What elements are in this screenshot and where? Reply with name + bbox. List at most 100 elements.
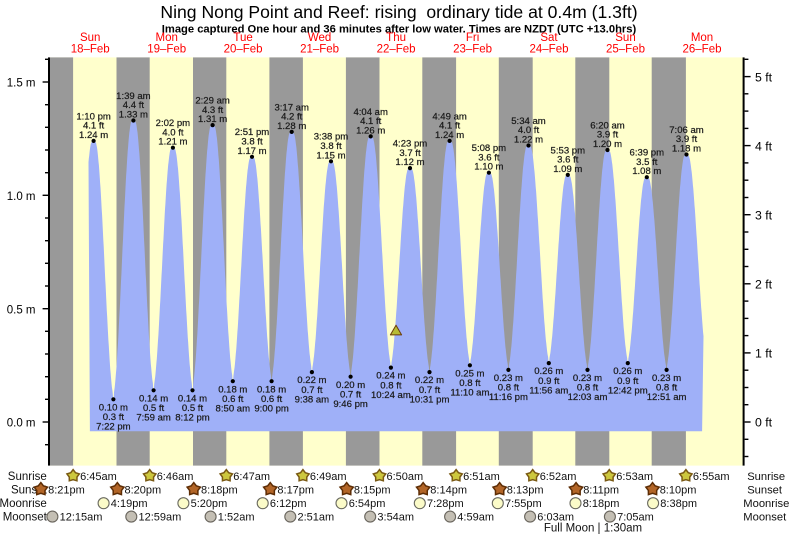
svg-text:5:08 pm: 5:08 pm (472, 143, 507, 154)
svg-text:1.26 m: 1.26 m (356, 125, 385, 136)
svg-text:Sunrise: Sunrise (747, 471, 785, 483)
svg-text:3.9 ft: 3.9 ft (676, 134, 698, 145)
svg-text:0.8 ft: 0.8 ft (459, 378, 481, 389)
svg-text:2:02 pm: 2:02 pm (156, 118, 191, 129)
svg-text:4:49 am: 4:49 am (432, 111, 467, 122)
svg-text:6:03am: 6:03am (537, 511, 574, 523)
svg-text:23–Feb: 23–Feb (453, 43, 492, 55)
svg-text:Tue: Tue (233, 32, 252, 44)
svg-text:4:19pm: 4:19pm (111, 498, 148, 510)
svg-text:20–Feb: 20–Feb (224, 43, 263, 55)
svg-text:7:22 pm: 7:22 pm (96, 422, 131, 433)
svg-text:4.1 ft: 4.1 ft (83, 121, 105, 132)
svg-text:0.24 m: 0.24 m (376, 371, 405, 382)
svg-text:11:10 am: 11:10 am (450, 388, 489, 399)
svg-text:0 ft: 0 ft (755, 416, 773, 430)
svg-text:5:20pm: 5:20pm (191, 498, 228, 510)
svg-text:1.18 m: 1.18 m (672, 144, 701, 155)
svg-text:Image captured One hour and 36: Image captured One hour and 36 minutes a… (162, 23, 637, 35)
svg-text:3.8 ft: 3.8 ft (241, 137, 263, 148)
svg-text:6:20 am: 6:20 am (590, 120, 625, 131)
svg-text:7:28pm: 7:28pm (427, 498, 464, 510)
svg-text:12:51 am: 12:51 am (647, 392, 687, 403)
svg-text:6:47am: 6:47am (233, 471, 270, 483)
svg-text:6:51am: 6:51am (463, 471, 500, 483)
svg-text:1.33 m: 1.33 m (119, 110, 148, 121)
svg-text:6:49am: 6:49am (310, 471, 347, 483)
svg-text:19–Feb: 19–Feb (147, 43, 186, 55)
svg-text:7:55pm: 7:55pm (505, 498, 542, 510)
svg-text:6:45am: 6:45am (80, 471, 117, 483)
svg-text:1.31 m: 1.31 m (198, 114, 227, 125)
svg-text:9:00 pm: 9:00 pm (254, 403, 289, 414)
svg-text:0.5 ft: 0.5 ft (182, 403, 204, 414)
svg-text:4:04 am: 4:04 am (353, 107, 388, 118)
svg-text:0.6 ft: 0.6 ft (222, 394, 244, 405)
svg-text:22–Feb: 22–Feb (377, 43, 416, 55)
svg-text:0.14 m: 0.14 m (178, 393, 207, 404)
svg-text:8:13pm: 8:13pm (507, 484, 544, 496)
svg-text:2:51am: 2:51am (298, 511, 335, 523)
svg-text:1.21 m: 1.21 m (158, 137, 187, 148)
svg-text:0.26 m: 0.26 m (613, 366, 642, 377)
svg-text:0.18 m: 0.18 m (218, 384, 247, 395)
svg-text:1.10 m: 1.10 m (474, 162, 503, 173)
svg-text:0.22 m: 0.22 m (297, 375, 326, 386)
svg-text:8:12 pm: 8:12 pm (175, 413, 210, 424)
svg-text:8:14pm: 8:14pm (430, 484, 467, 496)
svg-text:1:52am: 1:52am (218, 511, 255, 523)
svg-text:0.0 m: 0.0 m (7, 418, 36, 430)
svg-text:5:34 am: 5:34 am (511, 116, 546, 127)
svg-text:6:39 pm: 6:39 pm (630, 148, 665, 159)
svg-text:0.7 ft: 0.7 ft (340, 389, 362, 400)
svg-text:4.1 ft: 4.1 ft (439, 121, 461, 132)
svg-text:3:38 pm: 3:38 pm (314, 132, 349, 143)
svg-text:8:10pm: 8:10pm (660, 484, 697, 496)
svg-text:25–Feb: 25–Feb (606, 43, 645, 55)
svg-text:Fri: Fri (466, 32, 479, 44)
svg-text:12:15am: 12:15am (60, 511, 103, 523)
svg-text:0.6 ft: 0.6 ft (261, 394, 283, 405)
svg-text:4:23 pm: 4:23 pm (393, 139, 428, 150)
svg-text:0.26 m: 0.26 m (534, 366, 563, 377)
svg-text:1:10 pm: 1:10 pm (76, 111, 111, 122)
svg-text:Sun: Sun (80, 32, 100, 44)
svg-text:0.8 ft: 0.8 ft (380, 380, 402, 391)
svg-text:0.10 m: 0.10 m (99, 402, 128, 413)
svg-text:11:56 am: 11:56 am (529, 385, 568, 396)
svg-text:4.0 ft: 4.0 ft (518, 125, 540, 136)
svg-text:Moonrise: Moonrise (0, 498, 47, 510)
svg-text:0.8 ft: 0.8 ft (498, 383, 520, 394)
svg-text:Sun: Sun (615, 32, 635, 44)
svg-text:3:54am: 3:54am (377, 511, 414, 523)
svg-text:0.8 ft: 0.8 ft (577, 383, 599, 394)
svg-text:6:55am: 6:55am (693, 471, 730, 483)
svg-text:2:29 am: 2:29 am (195, 96, 230, 107)
svg-text:18–Feb: 18–Feb (71, 43, 110, 55)
svg-text:6:50am: 6:50am (387, 471, 424, 483)
svg-text:Sunset: Sunset (747, 484, 783, 496)
svg-text:0.18 m: 0.18 m (257, 384, 286, 395)
svg-text:0.9 ft: 0.9 ft (538, 376, 560, 387)
svg-text:Wed: Wed (308, 32, 331, 44)
svg-text:0.23 m: 0.23 m (573, 373, 602, 384)
svg-text:0.14 m: 0.14 m (139, 393, 168, 404)
svg-text:4.0 ft: 4.0 ft (162, 127, 184, 138)
svg-text:10:24 am: 10:24 am (371, 390, 411, 401)
svg-text:11:16 pm: 11:16 pm (489, 392, 528, 403)
svg-text:0.20 m: 0.20 m (336, 380, 365, 391)
svg-text:3.7 ft: 3.7 ft (399, 148, 421, 159)
svg-text:2:51 pm: 2:51 pm (235, 127, 270, 138)
svg-text:9:38 am: 9:38 am (295, 394, 330, 405)
svg-text:5:53 pm: 5:53 pm (551, 145, 586, 156)
svg-text:0.7 ft: 0.7 ft (419, 385, 441, 396)
svg-text:8:38pm: 8:38pm (660, 498, 697, 510)
svg-text:1.12 m: 1.12 m (395, 157, 424, 168)
svg-text:3 ft: 3 ft (755, 208, 773, 222)
svg-text:Moonset: Moonset (3, 511, 48, 523)
svg-text:3.8 ft: 3.8 ft (320, 141, 342, 152)
svg-text:4.4 ft: 4.4 ft (123, 100, 145, 111)
svg-text:6:53am: 6:53am (616, 471, 653, 483)
svg-text:0.5 m: 0.5 m (7, 304, 36, 316)
svg-text:3.6 ft: 3.6 ft (478, 152, 500, 163)
